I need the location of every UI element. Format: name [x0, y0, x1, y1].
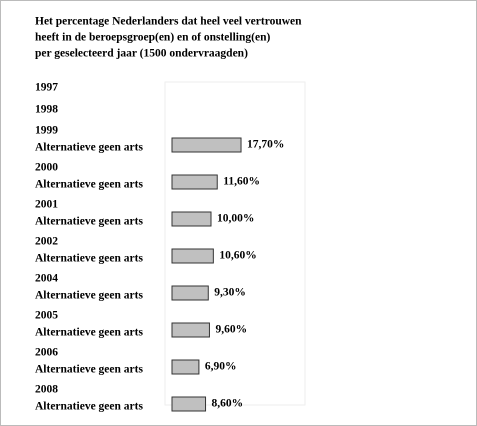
year-label: 2006	[35, 347, 58, 359]
series-label: Alternatieve geen arts	[35, 364, 143, 376]
series-label: Alternatieve geen arts	[35, 290, 143, 302]
series-label: Alternatieve geen arts	[35, 401, 143, 413]
bar	[171, 248, 214, 264]
year-label: 1999	[35, 125, 58, 137]
year-label: 2005	[35, 310, 58, 322]
chart-title: Het percentage Nederlanders dat heel vee…	[35, 16, 302, 28]
series-label: Alternatieve geen arts	[35, 142, 143, 154]
value-label: 6,90%	[205, 361, 237, 373]
bar	[171, 137, 242, 153]
bar	[171, 396, 207, 412]
year-label: 2004	[35, 273, 58, 285]
year-label: 1997	[35, 82, 58, 94]
bar	[171, 285, 209, 301]
value-label: 11,60%	[223, 176, 260, 188]
year-label: 2008	[35, 384, 58, 396]
bar	[171, 174, 218, 190]
bar	[171, 322, 210, 338]
series-label: Alternatieve geen arts	[35, 327, 143, 339]
series-label: Alternatieve geen arts	[35, 253, 143, 265]
value-label: 9,30%	[214, 287, 246, 299]
chart-title: heeft in de beroepsgroep(en) en of onste…	[35, 32, 270, 44]
value-label: 17,70%	[247, 139, 284, 151]
value-label: 8,60%	[212, 398, 244, 410]
plot-panel	[164, 81, 306, 406]
value-label: 10,00%	[217, 213, 254, 225]
chart-title: per geselecteerd jaar (1500 ondervraagde…	[35, 48, 248, 60]
year-label: 2000	[35, 162, 58, 174]
bar	[171, 211, 212, 227]
value-label: 10,60%	[219, 250, 256, 262]
year-label: 2001	[35, 199, 58, 211]
value-label: 9,60%	[215, 324, 247, 336]
series-label: Alternatieve geen arts	[35, 179, 143, 191]
year-label: 2002	[35, 236, 58, 248]
year-label: 1998	[35, 104, 58, 116]
bar	[171, 359, 200, 375]
series-label: Alternatieve geen arts	[35, 216, 143, 228]
